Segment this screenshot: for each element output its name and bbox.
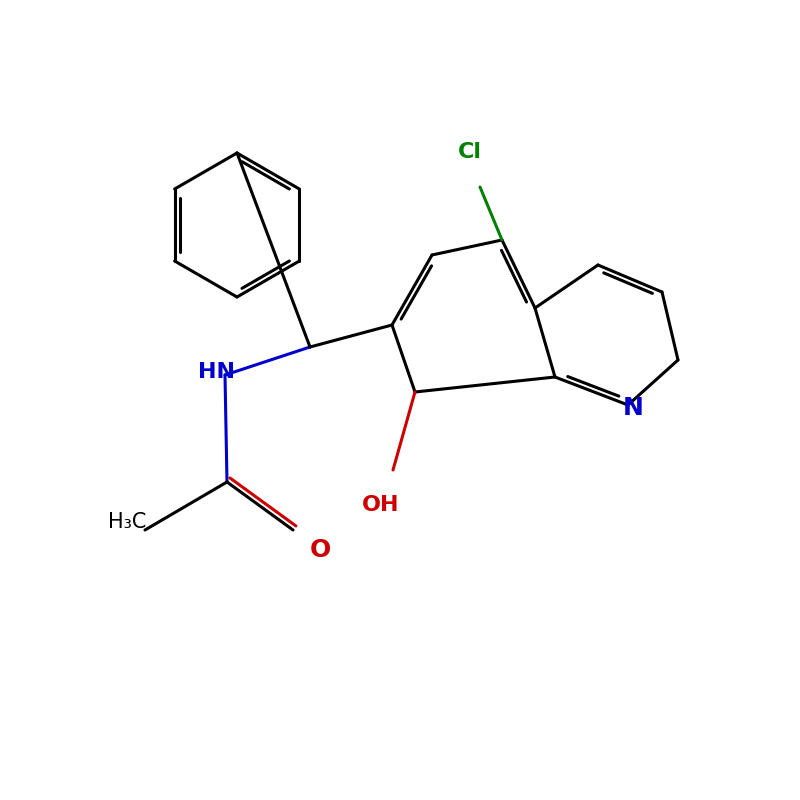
Text: HN: HN [198,362,235,382]
Text: Cl: Cl [458,142,482,162]
Text: H₃C: H₃C [108,512,146,532]
Text: OH: OH [362,495,400,515]
Text: O: O [310,538,330,562]
Text: N: N [622,396,643,420]
